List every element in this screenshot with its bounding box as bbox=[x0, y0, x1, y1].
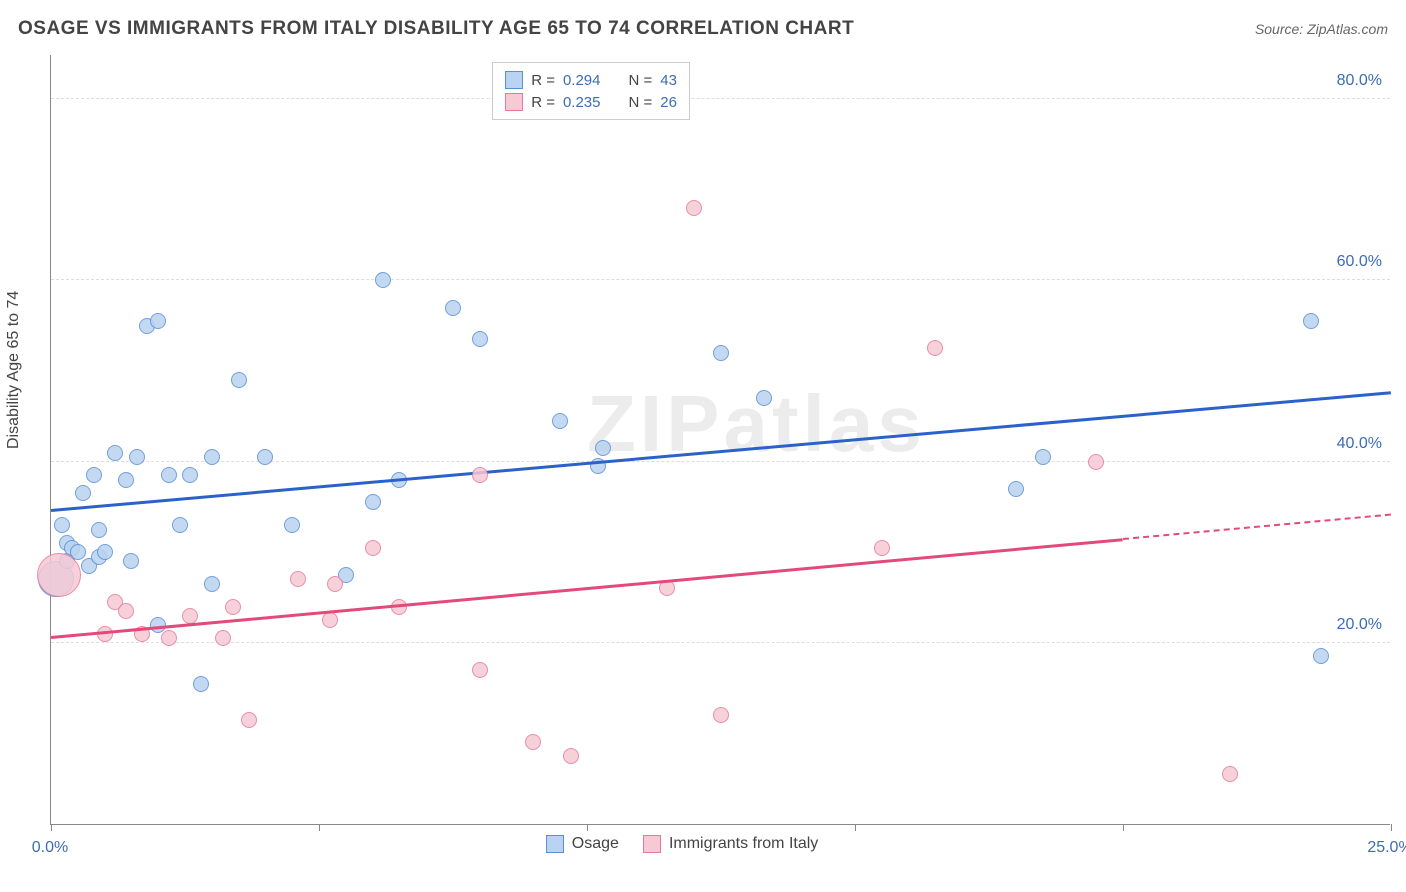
scatter-point bbox=[1303, 313, 1319, 329]
gridline bbox=[51, 98, 1390, 99]
scatter-point bbox=[161, 630, 177, 646]
x-tick bbox=[1391, 824, 1392, 831]
gridline bbox=[51, 461, 1390, 462]
scatter-point bbox=[182, 467, 198, 483]
scatter-point bbox=[1035, 449, 1051, 465]
x-tick bbox=[855, 824, 856, 831]
x-tick bbox=[51, 824, 52, 831]
y-tick-label: 20.0% bbox=[1337, 616, 1382, 634]
legend-correlation-row: R = 0.235 N = 26 bbox=[505, 91, 677, 113]
y-tick-label: 40.0% bbox=[1337, 435, 1382, 453]
legend-swatch bbox=[643, 835, 661, 853]
scatter-point bbox=[756, 390, 772, 406]
scatter-point bbox=[322, 612, 338, 628]
scatter-point bbox=[686, 200, 702, 216]
legend-r-label: R = bbox=[531, 94, 555, 111]
y-tick-label: 80.0% bbox=[1337, 72, 1382, 90]
scatter-point bbox=[927, 340, 943, 356]
scatter-point bbox=[123, 553, 139, 569]
x-tick-label: 0.0% bbox=[32, 839, 68, 857]
scatter-point bbox=[1222, 766, 1238, 782]
scatter-point bbox=[241, 712, 257, 728]
scatter-point bbox=[659, 580, 675, 596]
legend-n-label: N = bbox=[629, 94, 653, 111]
scatter-point bbox=[327, 576, 343, 592]
scatter-point bbox=[54, 517, 70, 533]
legend-swatch bbox=[505, 71, 523, 89]
scatter-point bbox=[231, 372, 247, 388]
legend-swatch bbox=[505, 93, 523, 111]
scatter-point bbox=[472, 662, 488, 678]
scatter-point bbox=[204, 576, 220, 592]
scatter-point bbox=[595, 440, 611, 456]
chart-source: Source: ZipAtlas.com bbox=[1255, 21, 1388, 37]
scatter-point bbox=[37, 553, 81, 597]
y-tick-label: 60.0% bbox=[1337, 253, 1382, 271]
scatter-point bbox=[563, 748, 579, 764]
scatter-point bbox=[193, 676, 209, 692]
plot-wrapper: ZIPatlas 20.0%40.0%60.0%80.0% bbox=[50, 55, 1390, 825]
scatter-point bbox=[1088, 454, 1104, 470]
chart-title: OSAGE VS IMMIGRANTS FROM ITALY DISABILIT… bbox=[18, 18, 854, 40]
legend-swatch bbox=[546, 835, 564, 853]
legend-n-value: 26 bbox=[660, 94, 677, 111]
scatter-point bbox=[713, 345, 729, 361]
legend-n-value: 43 bbox=[660, 72, 677, 89]
scatter-point bbox=[713, 707, 729, 723]
scatter-point bbox=[204, 449, 220, 465]
scatter-point bbox=[257, 449, 273, 465]
scatter-point bbox=[290, 571, 306, 587]
legend-series-item: Osage bbox=[546, 835, 619, 853]
legend-series-label: Osage bbox=[572, 835, 619, 853]
scatter-point bbox=[284, 517, 300, 533]
legend-series: Osage Immigrants from Italy bbox=[546, 835, 819, 853]
x-tick bbox=[319, 824, 320, 831]
scatter-point bbox=[161, 467, 177, 483]
scatter-point bbox=[86, 467, 102, 483]
plot-area: ZIPatlas 20.0%40.0%60.0%80.0% bbox=[50, 55, 1390, 825]
gridline bbox=[51, 642, 1390, 643]
y-axis-label: Disability Age 65 to 74 bbox=[5, 291, 23, 449]
scatter-point bbox=[525, 734, 541, 750]
legend-r-value: 0.235 bbox=[563, 94, 601, 111]
trend-line bbox=[51, 391, 1391, 511]
scatter-point bbox=[225, 599, 241, 615]
x-tick-label: 25.0% bbox=[1367, 839, 1406, 857]
legend-series-item: Immigrants from Italy bbox=[643, 835, 818, 853]
scatter-point bbox=[118, 603, 134, 619]
scatter-point bbox=[118, 472, 134, 488]
scatter-point bbox=[129, 449, 145, 465]
scatter-point bbox=[75, 485, 91, 501]
legend-series-label: Immigrants from Italy bbox=[669, 835, 818, 853]
scatter-point bbox=[472, 331, 488, 347]
legend-r-value: 0.294 bbox=[563, 72, 601, 89]
scatter-point bbox=[472, 467, 488, 483]
trend-line bbox=[1123, 514, 1391, 540]
x-tick bbox=[1123, 824, 1124, 831]
legend-r-label: R = bbox=[531, 72, 555, 89]
scatter-point bbox=[97, 544, 113, 560]
scatter-point bbox=[215, 630, 231, 646]
scatter-point bbox=[1008, 481, 1024, 497]
legend-correlation-box: R = 0.294 N = 43 R = 0.235 N = 26 bbox=[492, 62, 690, 120]
legend-correlation-row: R = 0.294 N = 43 bbox=[505, 69, 677, 91]
x-tick bbox=[587, 824, 588, 831]
gridline bbox=[51, 279, 1390, 280]
scatter-point bbox=[445, 300, 461, 316]
scatter-point bbox=[172, 517, 188, 533]
scatter-point bbox=[365, 540, 381, 556]
scatter-point bbox=[552, 413, 568, 429]
scatter-point bbox=[182, 608, 198, 624]
scatter-point bbox=[375, 272, 391, 288]
scatter-point bbox=[107, 445, 123, 461]
scatter-point bbox=[874, 540, 890, 556]
scatter-point bbox=[91, 522, 107, 538]
scatter-point bbox=[1313, 648, 1329, 664]
scatter-point bbox=[365, 494, 381, 510]
chart-header: OSAGE VS IMMIGRANTS FROM ITALY DISABILIT… bbox=[18, 18, 1388, 40]
legend-n-label: N = bbox=[629, 72, 653, 89]
scatter-point bbox=[150, 313, 166, 329]
